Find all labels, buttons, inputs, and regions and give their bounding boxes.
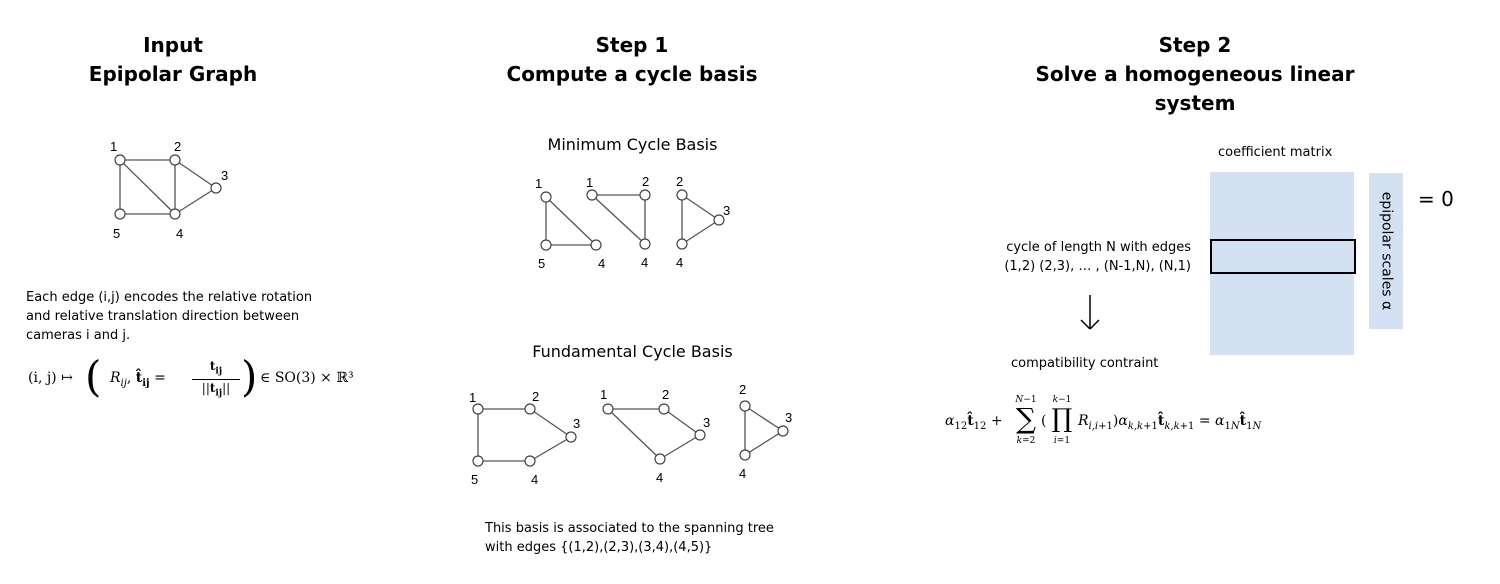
fund2-label-3: 3 — [703, 415, 710, 430]
spanning-tree-note-line1: This basis is associated to the spanning… — [485, 521, 774, 536]
fund1-label-2: 2 — [532, 389, 539, 404]
cycle-description-line1: cycle of length N with edges — [1006, 240, 1191, 255]
fundamental-cycle-1: 1 2 3 4 5 — [469, 389, 580, 487]
node-label-1: 1 — [110, 139, 117, 154]
node-label-3: 3 — [221, 168, 228, 183]
fund1-label-4: 4 — [531, 472, 538, 487]
node-label-5: 5 — [113, 226, 120, 241]
spanning-tree-note: This basis is associated to the spanning… — [485, 519, 805, 557]
coefficient-matrix — [1210, 172, 1354, 355]
input-title: Input Epipolar Graph — [73, 31, 273, 89]
fund1-label-1: 1 — [469, 390, 476, 405]
compatibility-constraint-label: compatibility contraint — [1011, 356, 1159, 371]
step2-title-line1: Step 2 — [1158, 33, 1232, 57]
epipolar-graph: 1 2 3 4 5 — [110, 139, 228, 241]
formula-tuple: Rij, t̂ij = — [110, 370, 166, 389]
min2-label-1: 1 — [586, 175, 593, 190]
fund3-label-3: 3 — [785, 410, 792, 425]
fund1-label-3: 3 — [573, 416, 580, 431]
min1-label-1: 1 — [535, 176, 542, 191]
down-arrow — [1080, 295, 1100, 330]
min3-label-3: 3 — [723, 203, 730, 218]
node-1 — [114, 154, 126, 166]
formula-paren-right: ) — [241, 352, 258, 401]
step2-title-line2: Solve a homogeneous linear system — [1035, 62, 1355, 115]
minimum-cycle-2: 1 2 4 — [586, 174, 651, 270]
minimum-cycle-1: 1 5 4 — [535, 176, 605, 271]
fundamental-cycle-2: 1 2 3 4 — [600, 387, 710, 485]
minimum-cycle-basis-label: Minimum Cycle Basis — [547, 135, 718, 154]
min1-label-5: 5 — [538, 256, 545, 271]
node-label-4: 4 — [176, 226, 183, 241]
compatibility-equation: α12t̂12 + N−1 ∑ k=2 ( k−1 ∏ i=1 Ri,i+1)α… — [945, 395, 1262, 446]
coefficient-matrix-label: coefficient matrix — [1218, 145, 1333, 160]
node-4 — [169, 208, 181, 220]
min1-label-4: 4 — [598, 256, 605, 271]
min2-label-2: 2 — [642, 174, 649, 189]
fundamental-cycle-3: 2 3 4 — [739, 382, 792, 481]
highlighted-row — [1210, 239, 1356, 274]
cycle-description: cycle of length N with edges (1,2) (2,3)… — [996, 238, 1191, 276]
min2-label-4: 4 — [641, 255, 648, 270]
step2-title: Step 2 Solve a homogeneous linear system — [1000, 31, 1390, 118]
formula-fraction: tij ||tij|| — [192, 358, 240, 402]
formula-so3: ∈ SO(3) × ℝ³ — [260, 370, 354, 386]
fund3-label-4: 4 — [739, 466, 746, 481]
fund1-label-5: 5 — [471, 472, 478, 487]
min3-label-4: 4 — [676, 255, 683, 270]
epipolar-scales-vector — [1369, 173, 1403, 329]
step1-title: Step 1 Compute a cycle basis — [482, 31, 782, 89]
fund2-label-4: 4 — [656, 470, 663, 485]
step1-title-line2: Compute a cycle basis — [506, 62, 758, 86]
fund3-label-2: 2 — [739, 382, 746, 397]
min3-label-2: 2 — [676, 174, 683, 189]
fund2-label-1: 1 — [600, 387, 607, 402]
step1-title-line1: Step 1 — [595, 33, 669, 57]
minimum-cycle-3: 2 3 4 — [676, 174, 730, 270]
formula-lhs: (i, j) ↦ — [28, 370, 73, 386]
node-3 — [210, 182, 222, 194]
fund2-label-2: 2 — [662, 387, 669, 402]
fundamental-cycle-basis-label: Fundamental Cycle Basis — [532, 342, 733, 361]
cycle-description-line2: (1,2) (2,3), … , (N-1,N), (N,1) — [1004, 259, 1191, 274]
input-title-line2: Epipolar Graph — [88, 62, 258, 86]
equals-zero: = 0 — [1418, 187, 1454, 211]
spanning-tree-note-line2: with edges {(1,2),(2,3),(3,4),(4,5)} — [485, 540, 713, 555]
node-label-2: 2 — [174, 139, 181, 154]
input-description: Each edge (i,j) encodes the relative rot… — [26, 290, 313, 343]
node-5 — [114, 208, 126, 220]
formula-paren-left: ( — [85, 352, 102, 401]
input-title-line1: Input — [143, 33, 203, 57]
node-2 — [169, 154, 181, 166]
epipolar-scales-label: epipolar scales α — [1378, 191, 1395, 311]
